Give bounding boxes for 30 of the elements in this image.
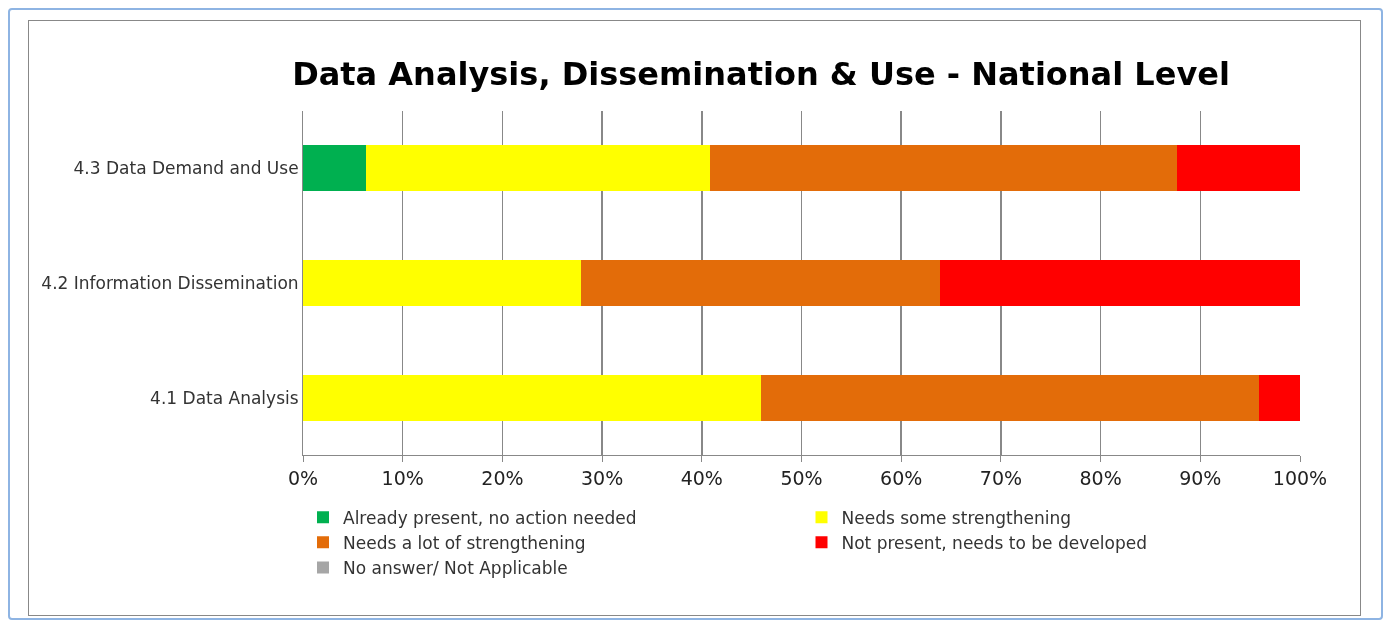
x-tick-label: 50% [780,466,823,489]
legend-label: No answer/ Not Applicable [343,558,568,579]
bar [303,260,582,306]
bar [1259,374,1300,421]
bar [1177,145,1300,192]
x-tick-label: 70% [979,466,1023,489]
bar [303,374,761,421]
y-tick-label: 4.2 Information Dissemination [41,272,299,293]
bar [709,145,1178,192]
bar [581,260,941,306]
x-tick-label: 30% [580,466,624,489]
chart-title: Data Analysis, Dissemination & Use - National Level [292,54,1230,93]
legend-label: Already present, no action needed [343,507,637,528]
bar [940,260,1300,306]
bar [760,374,1260,421]
legend-label: Not present, needs to be developed [841,533,1147,553]
x-tick-label: 40% [680,466,723,489]
x-tick-label: 0% [287,466,319,489]
x-tick-label: 90% [1179,466,1222,489]
legend-label: Needs some strengthening [841,507,1071,528]
x-tick-label: 20% [481,466,524,489]
bar [303,145,366,192]
x-tick-label: 60% [880,466,923,489]
x-tick-label: 100% [1272,466,1328,489]
x-tick-label: 10% [381,466,424,489]
legend-label: Needs a lot of strengthening [343,533,586,553]
bar [365,145,710,192]
y-tick-label: 4.3 Data Demand and Use [73,158,299,179]
x-tick-label: 80% [1079,466,1122,489]
y-tick-label: 4.1 Data Analysis [150,387,299,408]
